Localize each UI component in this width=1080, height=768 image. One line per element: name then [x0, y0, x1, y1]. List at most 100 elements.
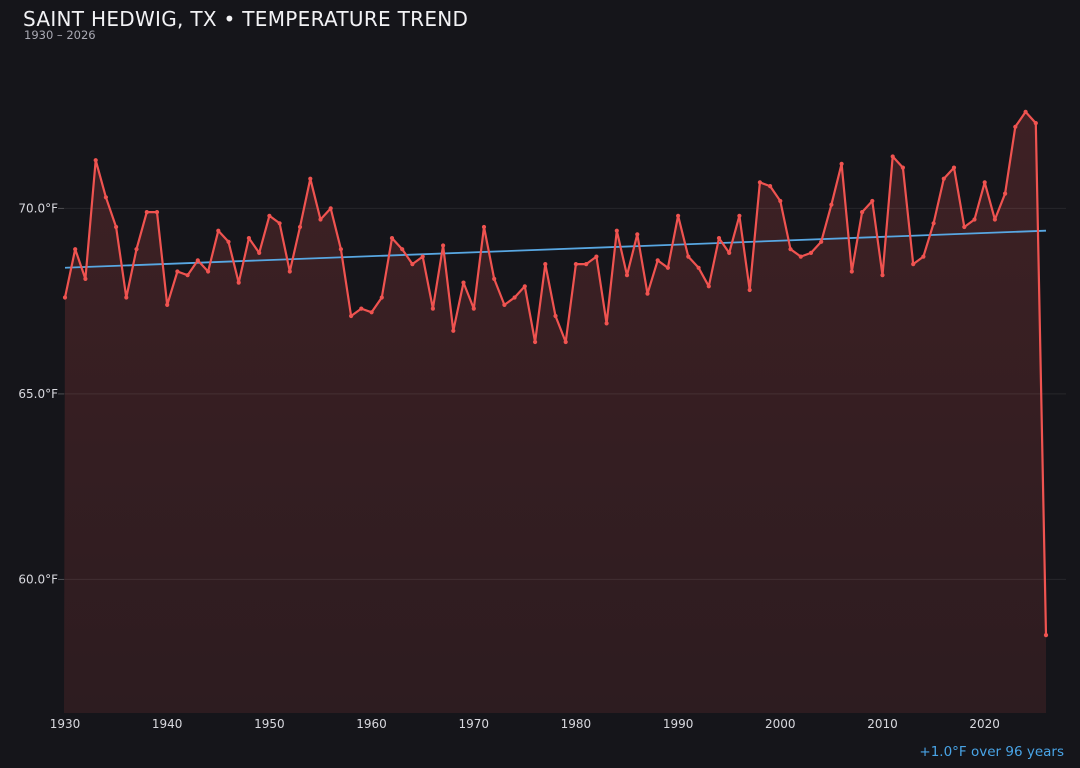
- data-point-2011: [890, 154, 895, 159]
- data-point-2003: [808, 250, 814, 255]
- trend-line: [64, 229, 1047, 269]
- data-point-1977: [543, 262, 548, 267]
- data-point-1967: [441, 243, 446, 248]
- data-point-1989: [665, 265, 671, 270]
- data-point-1978: [553, 313, 558, 319]
- data-point-1931: [73, 247, 78, 252]
- data-point-1966: [430, 306, 435, 311]
- data-point-1941: [175, 269, 180, 274]
- data-point-2005: [829, 202, 834, 207]
- data-point-1986: [635, 232, 640, 237]
- data-point-2016: [941, 176, 946, 181]
- data-point-2012: [900, 165, 906, 170]
- data-point-1963: [400, 247, 405, 252]
- data-point-1935: [114, 224, 119, 230]
- data-point-1942: [185, 273, 190, 278]
- data-point-1961: [379, 295, 384, 300]
- x-tick-label-1990: 1990: [663, 717, 694, 731]
- data-point-1995: [727, 250, 732, 255]
- data-point-1957: [338, 247, 343, 252]
- data-point-1940: [165, 302, 170, 307]
- y-tick-label-70f: 70.0°F: [18, 201, 58, 215]
- data-point-1976: [533, 339, 538, 345]
- data-point-1933: [93, 158, 98, 163]
- data-point-1947: [236, 280, 241, 285]
- x-tick-label-1960: 1960: [356, 717, 387, 731]
- data-point-2013: [911, 262, 916, 267]
- data-point-1938: [144, 210, 149, 215]
- data-point-1955: [318, 217, 323, 222]
- data-point-1992: [696, 265, 701, 270]
- data-point-1973: [502, 302, 507, 307]
- data-point-1980: [573, 262, 579, 267]
- data-point-1981: [584, 262, 589, 267]
- data-point-1949: [257, 250, 262, 255]
- x-tick-label-2020: 2020: [969, 717, 1000, 731]
- data-point-2015: [931, 221, 936, 226]
- data-point-1960: [369, 310, 374, 315]
- data-point-2008: [860, 210, 865, 215]
- data-point-1972: [492, 276, 497, 281]
- data-point-1944: [206, 269, 211, 274]
- x-tick-label-1970: 1970: [458, 717, 489, 731]
- data-point-1945: [216, 228, 221, 233]
- data-point-1996: [737, 213, 742, 218]
- data-point-1932: [83, 276, 88, 281]
- data-point-1936: [124, 295, 129, 300]
- data-point-2004: [819, 239, 824, 244]
- x-tick-label-2000: 2000: [765, 717, 796, 731]
- data-point-1934: [103, 195, 108, 200]
- data-point-2020: [982, 180, 987, 185]
- data-point-1971: [481, 224, 487, 230]
- data-point-1968: [451, 328, 456, 333]
- data-point-2009: [870, 198, 875, 204]
- data-point-1998: [757, 180, 763, 185]
- data-point-2010: [880, 273, 885, 278]
- y-tick-label-65f: 65.0°F: [18, 387, 58, 401]
- x-tick-label-1930: 1930: [50, 717, 81, 731]
- data-point-2018: [962, 224, 967, 230]
- x-tick-label-1980: 1980: [561, 717, 592, 731]
- data-point-1991: [686, 254, 691, 259]
- data-point-1953: [297, 224, 303, 230]
- data-point-1930: [62, 295, 68, 300]
- data-point-1946: [226, 239, 231, 244]
- data-point-1994: [716, 236, 722, 241]
- data-point-1997: [747, 287, 752, 293]
- data-point-2023: [1013, 124, 1018, 129]
- data-point-2021: [992, 217, 998, 222]
- data-point-1959: [359, 306, 364, 311]
- y-tick-label-60f: 60.0°F: [18, 572, 58, 586]
- data-point-1969: [461, 280, 466, 285]
- data-point-1975: [522, 284, 527, 289]
- data-point-2000: [778, 198, 783, 204]
- page-title: SAINT HEDWIG, TX • TEMPERATURE TREND: [23, 7, 469, 31]
- data-point-1990: [676, 213, 681, 218]
- data-point-1943: [195, 258, 200, 263]
- data-point-1984: [614, 228, 619, 233]
- data-point-1951: [277, 221, 282, 226]
- data-point-1948: [246, 236, 251, 241]
- data-point-1956: [328, 206, 333, 211]
- data-point-1964: [410, 262, 415, 267]
- chart-subtitle: 1930 – 2026: [24, 28, 96, 42]
- x-tick-label-1950: 1950: [254, 717, 285, 731]
- data-point-1965: [420, 254, 425, 259]
- data-point-1952: [287, 269, 292, 274]
- data-point-1999: [768, 184, 773, 189]
- data-point-1974: [512, 295, 517, 300]
- data-point-2024: [1023, 109, 1028, 114]
- data-point-1962: [389, 236, 395, 241]
- data-point-1970: [471, 306, 476, 311]
- data-point-2022: [1003, 191, 1008, 196]
- data-point-2001: [788, 247, 793, 252]
- data-point-2007: [849, 269, 854, 274]
- data-point-1979: [563, 339, 568, 345]
- data-point-1988: [655, 258, 660, 263]
- data-point-1939: [154, 210, 160, 215]
- area-fill: [64, 111, 1046, 713]
- data-point-1958: [349, 313, 354, 319]
- data-point-2019: [972, 217, 977, 222]
